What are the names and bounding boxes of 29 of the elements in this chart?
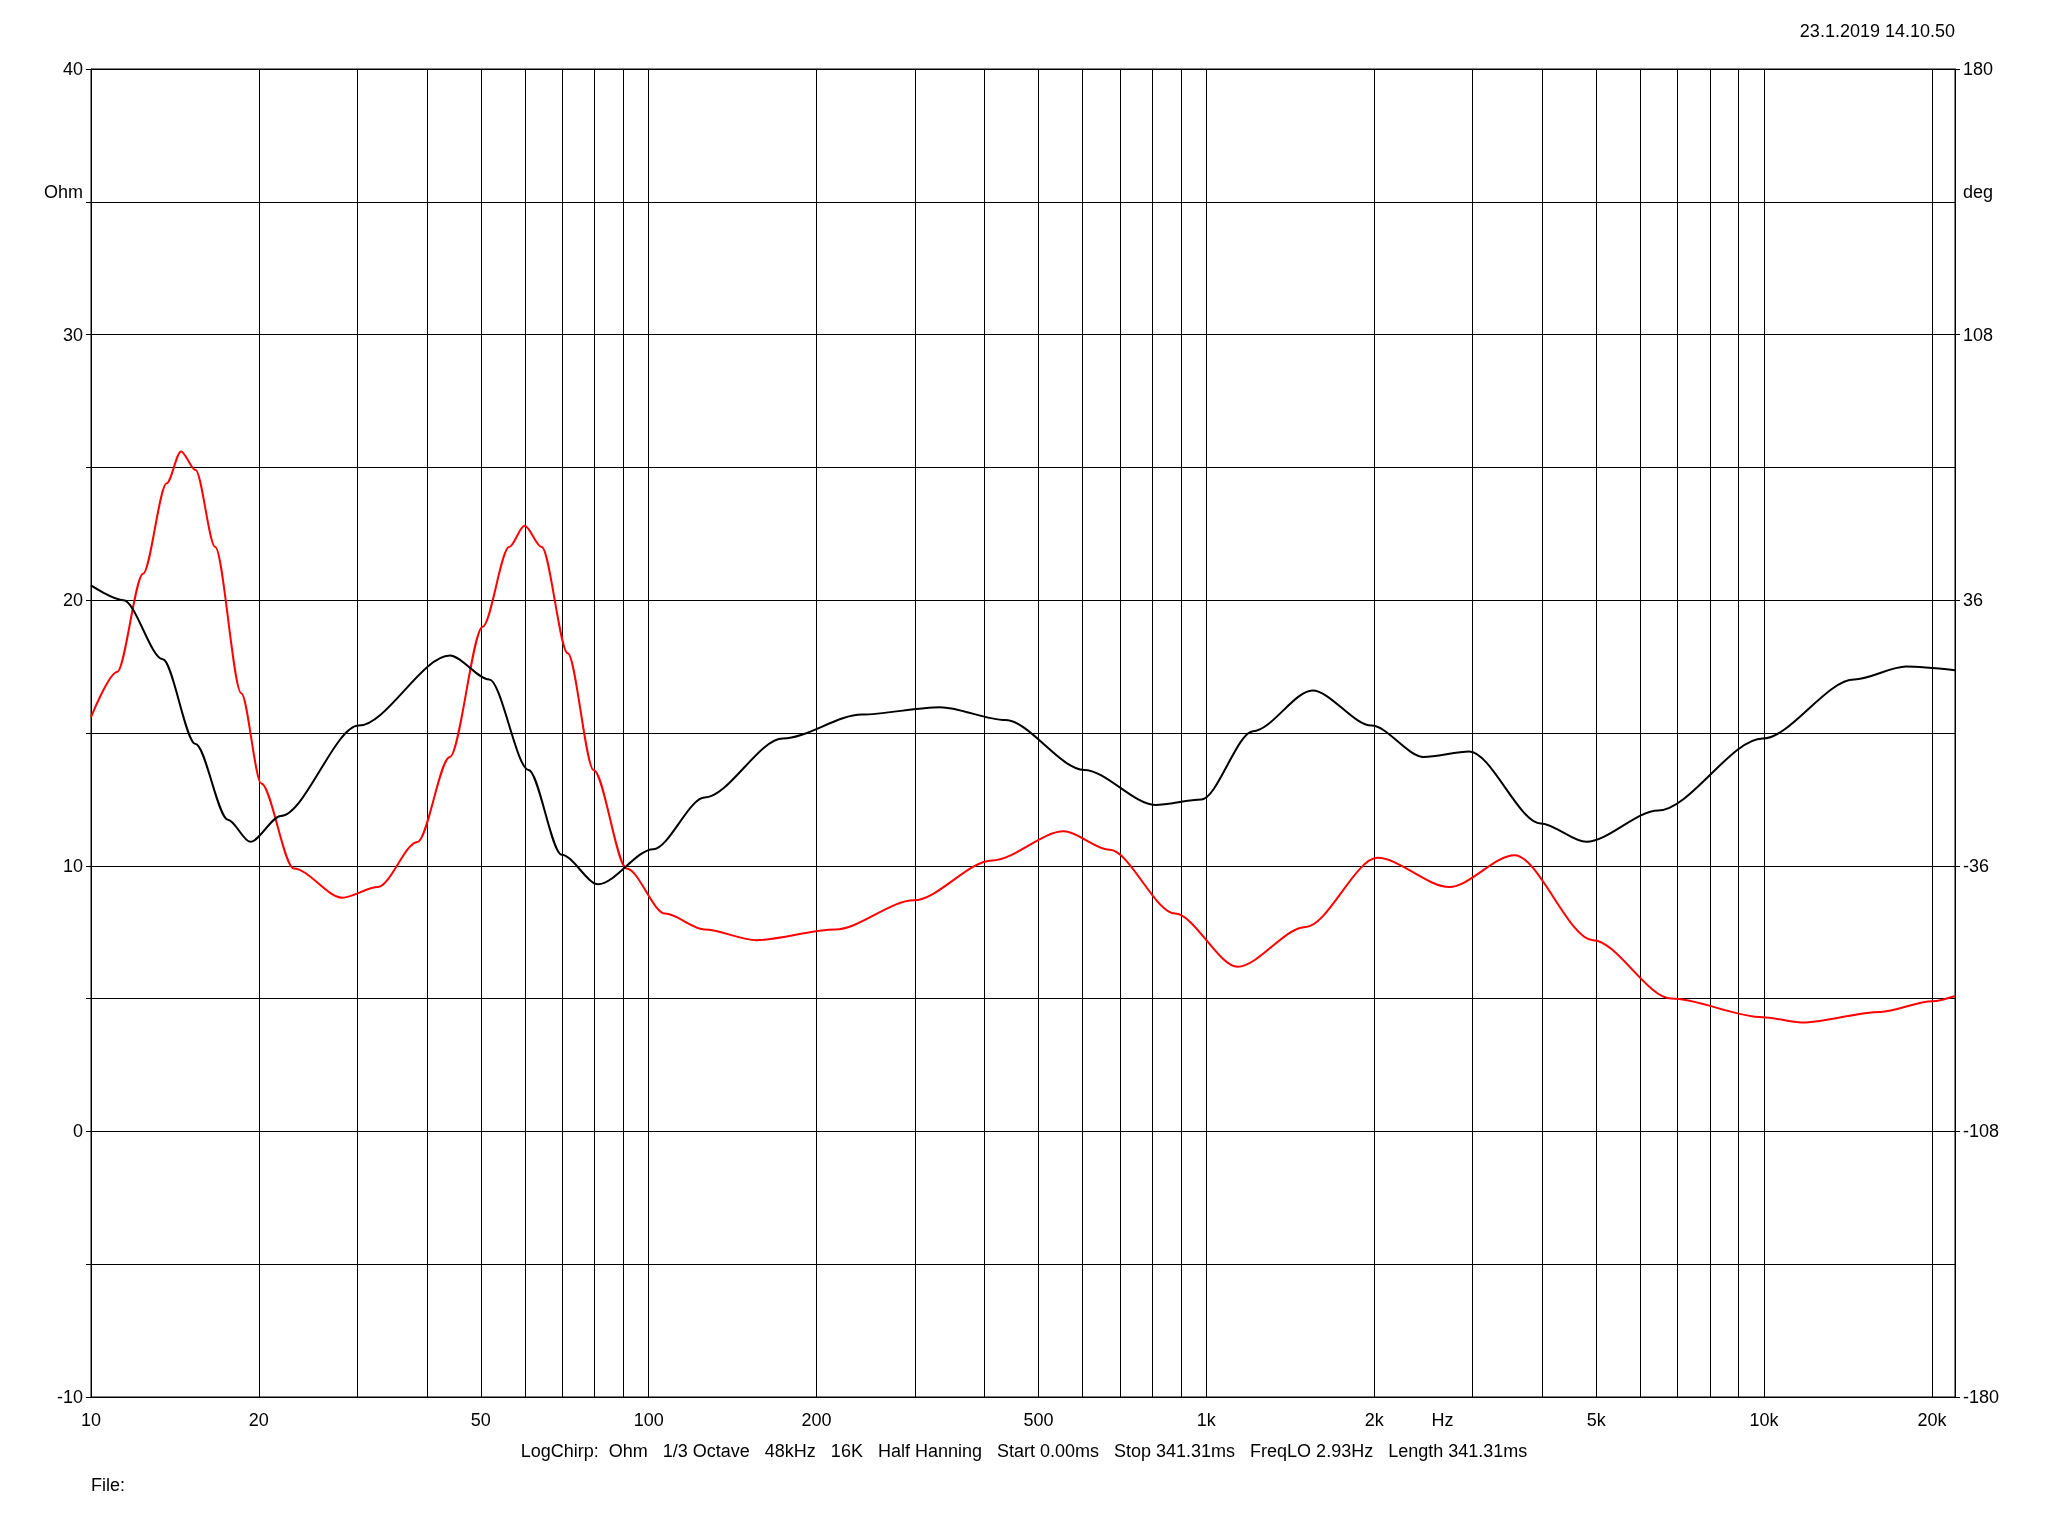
x-tick-label: 200 — [801, 1410, 832, 1430]
y2-axis-title: deg — [1963, 182, 1994, 202]
x-tick-label: 5k — [1586, 1410, 1607, 1430]
y-tick-label: -10 — [56, 1387, 83, 1407]
y-axis-title: Ohm — [43, 182, 83, 202]
y-tick-label: 0 — [72, 1121, 83, 1142]
x-tick-label: 500 — [1023, 1410, 1054, 1430]
y-tick-label: 30 — [62, 324, 83, 345]
y2-tick-label: -108 — [1963, 1121, 2000, 1142]
y2-tick-label: 180 — [1963, 59, 1994, 79]
y2-tick-label: -180 — [1963, 1387, 2000, 1407]
x-tick-label: 20k — [1917, 1410, 1948, 1430]
y-tick-label: 20 — [62, 590, 83, 611]
x-axis-title: Hz — [1431, 1410, 1454, 1430]
text: LogChirp: Ohm 1/3 Octave 48kHz 16K Half Hanning Start 0.00ms Stop 341.31ms FreqLO 2.93Hz Length 341.31ms — [520, 1441, 1528, 1461]
x-tick-label: 10 — [80, 1410, 102, 1430]
x-tick-label: 2k — [1364, 1410, 1385, 1430]
y2-tick-label: 36 — [1963, 590, 1984, 611]
text: 23.1.2019 14.10.50 — [1799, 21, 1956, 41]
y2-tick-label: 108 — [1963, 324, 1994, 345]
y-tick-label: 10 — [62, 855, 83, 876]
x-tick-label: 50 — [470, 1410, 491, 1430]
y2-tick-label: -36 — [1963, 855, 1990, 876]
x-tick-label: 100 — [633, 1410, 664, 1430]
x-tick-label: 1k — [1196, 1410, 1217, 1430]
y-tick-label: 40 — [62, 59, 83, 79]
text: File: — [91, 1475, 126, 1495]
x-tick-label: 10k — [1749, 1410, 1780, 1430]
x-tick-label: 20 — [248, 1410, 269, 1430]
